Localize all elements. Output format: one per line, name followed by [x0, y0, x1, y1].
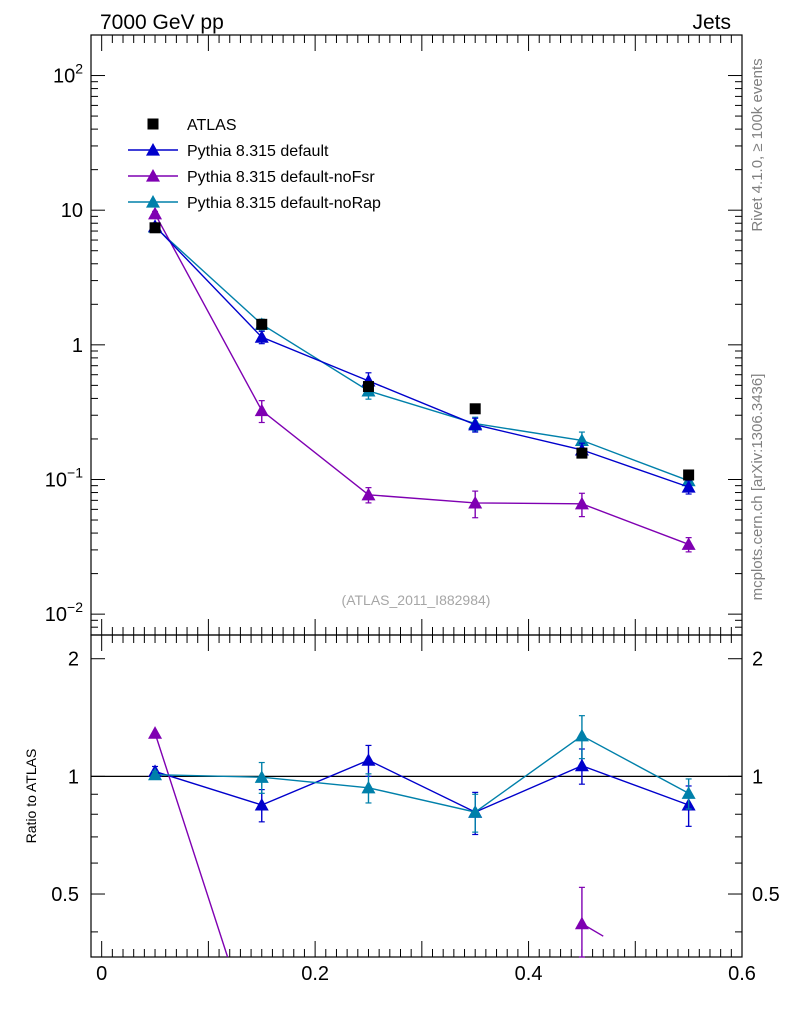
ratio-line-noFsr [154, 732, 229, 958]
ratio-plot-frame [90, 634, 743, 958]
ratio-y-tick-label-right: 2 [752, 649, 763, 671]
data-point-noFsr [254, 403, 269, 417]
x-tick-label: 0.6 [728, 963, 756, 985]
main-y-tick-label: 1 [72, 335, 83, 357]
data-point-default [468, 417, 483, 431]
data-point-atlas [256, 318, 268, 330]
series-atlas [149, 222, 695, 481]
ratio-point-noRap [148, 767, 163, 781]
legend-label-noRap: Pythia 8.315 default-noRap [187, 195, 381, 212]
data-point-atlas [469, 403, 481, 415]
legend-marker-atlas [147, 118, 159, 130]
ratio-y-tick-label-right: 0.5 [752, 884, 780, 906]
analysis-tag: (ATLAS_2011_I882984) [342, 592, 491, 608]
ratio-y-tick-label: 1 [68, 766, 79, 788]
ratio-series-noFsr [148, 726, 604, 958]
legend-marker-noFsr [146, 169, 160, 182]
ratio-point-default [574, 758, 589, 772]
legend: ATLAS Pythia 8.315 default Pythia 8.315 de… [128, 117, 381, 212]
data-point-noFsr [361, 487, 376, 501]
x-tick-label: 0 [96, 963, 107, 985]
ratio-point-noRap [254, 770, 269, 783]
source-label: mcplots.cern.ch [arXiv:1306.3436] [749, 374, 766, 601]
rivet-version-label: Rivet 4.1.0, ≥ 100k events [749, 58, 766, 231]
ratio-point-default [254, 797, 269, 811]
ratio-point-noRap [468, 805, 483, 818]
series-line-noRap [154, 226, 689, 482]
legend-label-noFsr: Pythia 8.315 default-noFsr [187, 169, 375, 186]
data-point-atlas [149, 222, 161, 234]
series-line-default [154, 225, 689, 488]
main-y-tick-label: 102 [53, 61, 83, 88]
ratio-y-tick-label-right: 1 [752, 766, 763, 788]
data-point-atlas [576, 447, 588, 459]
ratio-point-noFsr [148, 726, 163, 739]
data-point-noFsr [468, 495, 483, 509]
data-point-default [681, 479, 696, 493]
legend-marker-default [146, 143, 160, 156]
header-right-label: Jets [692, 11, 731, 34]
ratio-point-noRap [574, 728, 589, 742]
ratio-point-default [361, 753, 376, 766]
data-point-noFsr [574, 496, 589, 510]
header-left-label: 7000 GeV pp [100, 11, 224, 34]
data-point-noFsr [148, 206, 163, 220]
main-y-tick-label: 10−1 [45, 464, 83, 491]
ratio-series-default [148, 744, 696, 836]
x-tick-label: 0.4 [515, 963, 543, 985]
data-point-noFsr [681, 537, 696, 550]
ratio-point-noRap [361, 780, 376, 794]
ratio-point-noRap [681, 786, 696, 799]
legend-label-default: Pythia 8.315 default [187, 143, 329, 160]
ratio-point-noFsr [574, 916, 589, 930]
ratio-line-noRap [154, 734, 689, 813]
data-point-atlas [362, 381, 374, 393]
main-panel: 10−2 10−1 1 10 102 (ATLAS_2011_I882984) ATLA… [45, 34, 743, 636]
x-axis-labels: 0 0.2 0.4 0.6 [96, 963, 756, 985]
data-point-atlas [683, 469, 695, 481]
legend-marker-noRap [146, 195, 160, 208]
series-noFsr [148, 206, 696, 553]
ratio-panel: 0.5 0.5 1 1 2 2 Ratio to ATLAS [23, 634, 780, 958]
legend-label-atlas: ATLAS [187, 117, 237, 134]
main-y-tick-label: 10−2 [45, 599, 83, 626]
x-tick-label: 0.2 [301, 963, 329, 985]
data-point-default [254, 330, 269, 343]
ratio-y-tick-label: 0.5 [51, 884, 79, 906]
data-point-noRap [574, 433, 589, 447]
series-noRap [148, 220, 696, 489]
ratio-y-tick-label: 2 [68, 649, 79, 671]
series-line-noFsr [154, 213, 689, 545]
ratio-series-noRap [148, 715, 696, 833]
ratio-line-default [154, 759, 689, 813]
main-y-tick-label: 10 [61, 200, 83, 222]
ratio-y-axis-label: Ratio to ATLAS [23, 749, 39, 844]
